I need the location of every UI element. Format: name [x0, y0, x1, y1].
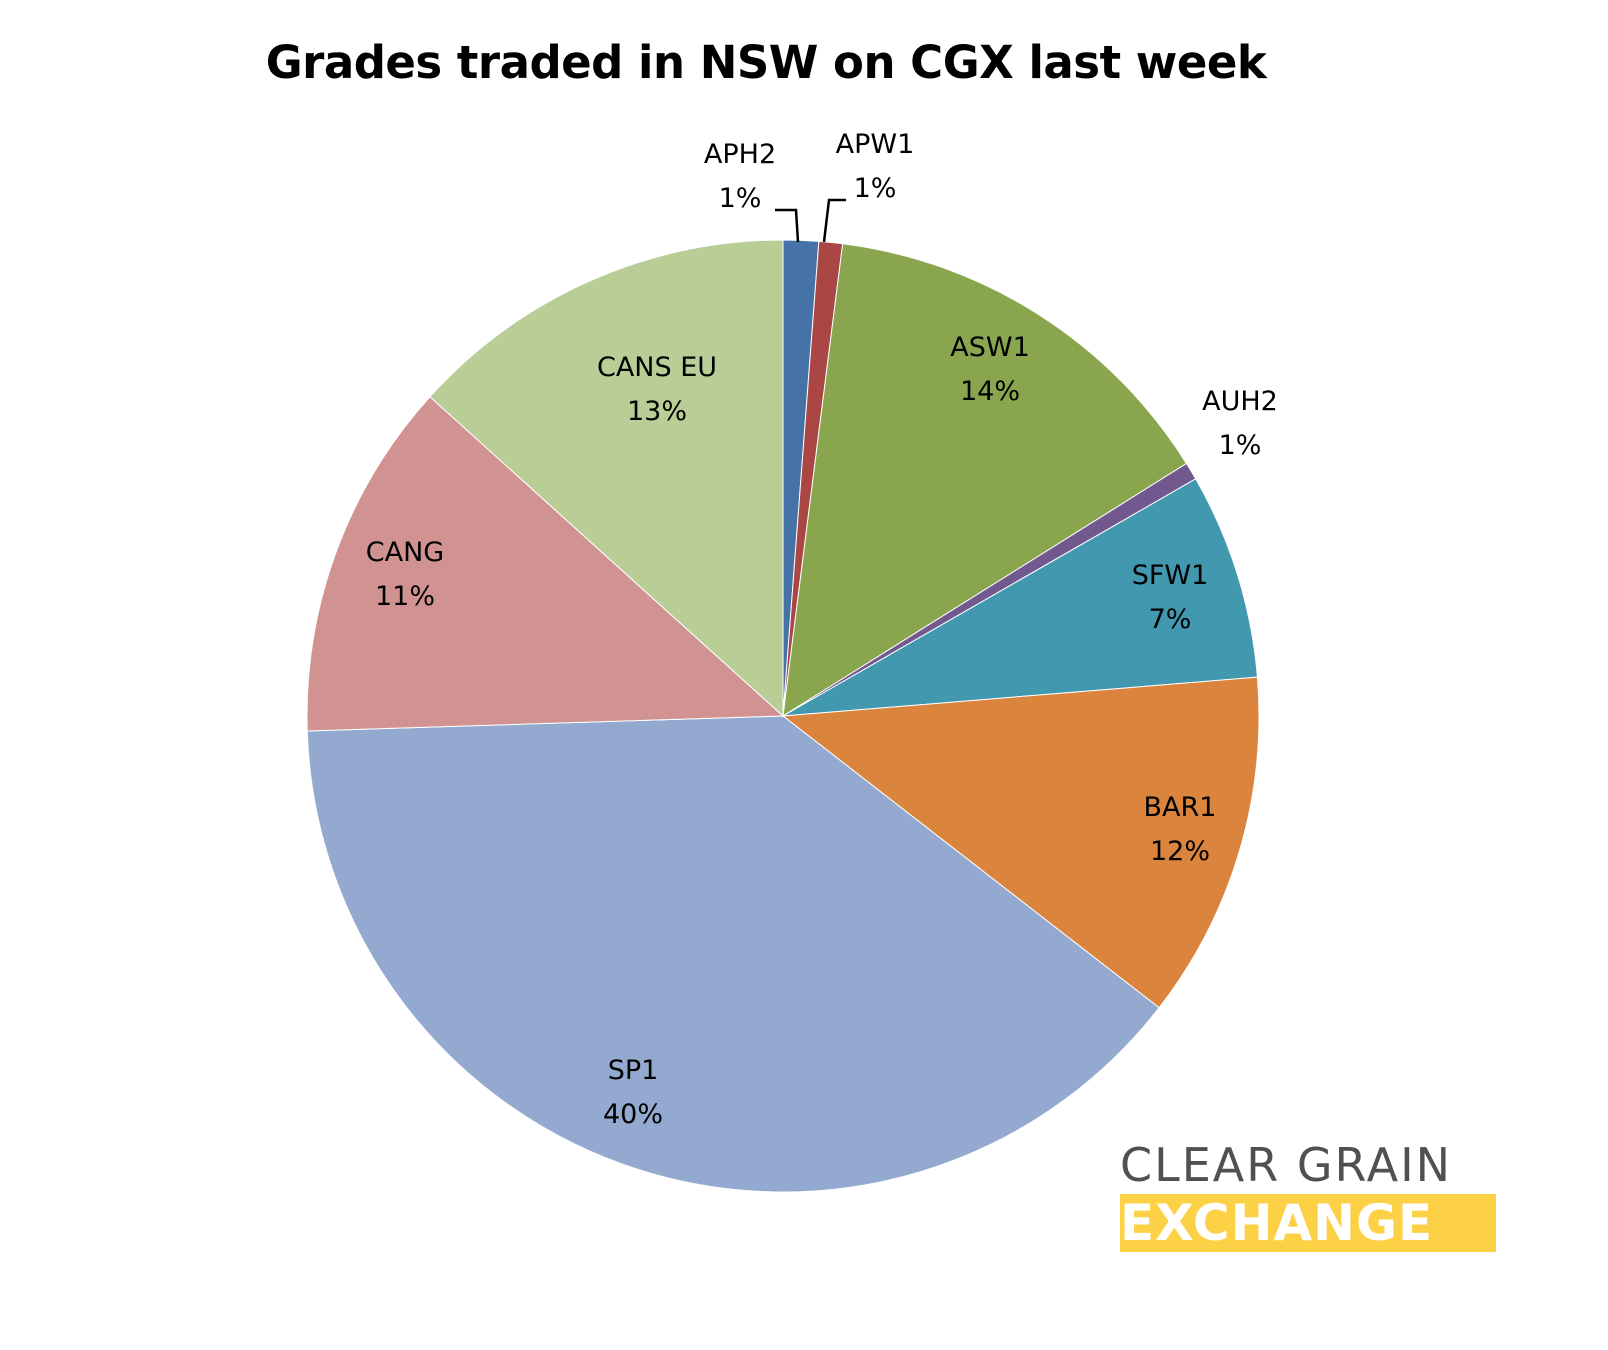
pie-slice-cang [306, 396, 785, 732]
data-label-percent: 1% [718, 183, 762, 214]
data-label-cans-eu: CANS EU 13% [597, 346, 717, 434]
pie-slice-bar1 [781, 676, 1260, 1009]
data-label-percent: 12% [1149, 836, 1210, 867]
data-label-name: AUH2 [1202, 386, 1278, 417]
data-label-name: ASW1 [950, 332, 1030, 363]
logo-line-2: EXCHANGE [1120, 1194, 1496, 1252]
data-label-name: CANS EU [596, 352, 718, 383]
data-label-cang: CANG 11% [366, 531, 444, 619]
data-label-sp1: SP1 40% [603, 1049, 663, 1137]
data-label-percent: 1% [853, 173, 897, 204]
pie-slice-asw1 [782, 243, 1188, 717]
data-label-percent: 13% [626, 396, 688, 427]
data-label-apw1: APW1 1% [836, 123, 915, 211]
data-label-name: SFW1 [1131, 560, 1209, 591]
leader-line-apw1 [822, 198, 846, 243]
pie-slice-sfw1 [782, 478, 1258, 717]
data-label-bar1: BAR1 12% [1144, 786, 1217, 874]
data-label-aph2: APH2 1% [704, 133, 776, 221]
data-label-percent: 1% [1218, 430, 1262, 461]
pie-slice-sp1 [306, 715, 1160, 1193]
data-label-name: CANG [365, 537, 445, 568]
data-label-percent: 11% [374, 581, 436, 612]
logo-line-1: CLEAR GRAIN [1120, 1138, 1453, 1192]
chart-title: Grades traded in NSW on CGX last week [265, 36, 1267, 89]
data-label-sfw1: SFW1 7% [1132, 554, 1209, 642]
clear-grain-exchange-logo: CLEAR GRAIN EXCHANGE [1120, 1140, 1496, 1252]
data-label-auh2: AUH2 1% [1202, 380, 1278, 468]
data-label-name: SP1 [607, 1055, 659, 1086]
data-label-name: APW1 [835, 129, 915, 160]
data-label-percent: 40% [602, 1099, 664, 1130]
leader-line-aph2 [775, 208, 800, 243]
pie-slice-cans-eu [429, 239, 784, 718]
data-label-percent: 14% [959, 376, 1021, 407]
data-label-percent: 7% [1148, 604, 1192, 635]
data-label-name: APH2 [703, 139, 777, 170]
data-label-asw1: ASW1 14% [950, 326, 1029, 414]
data-label-name: BAR1 [1143, 792, 1217, 823]
